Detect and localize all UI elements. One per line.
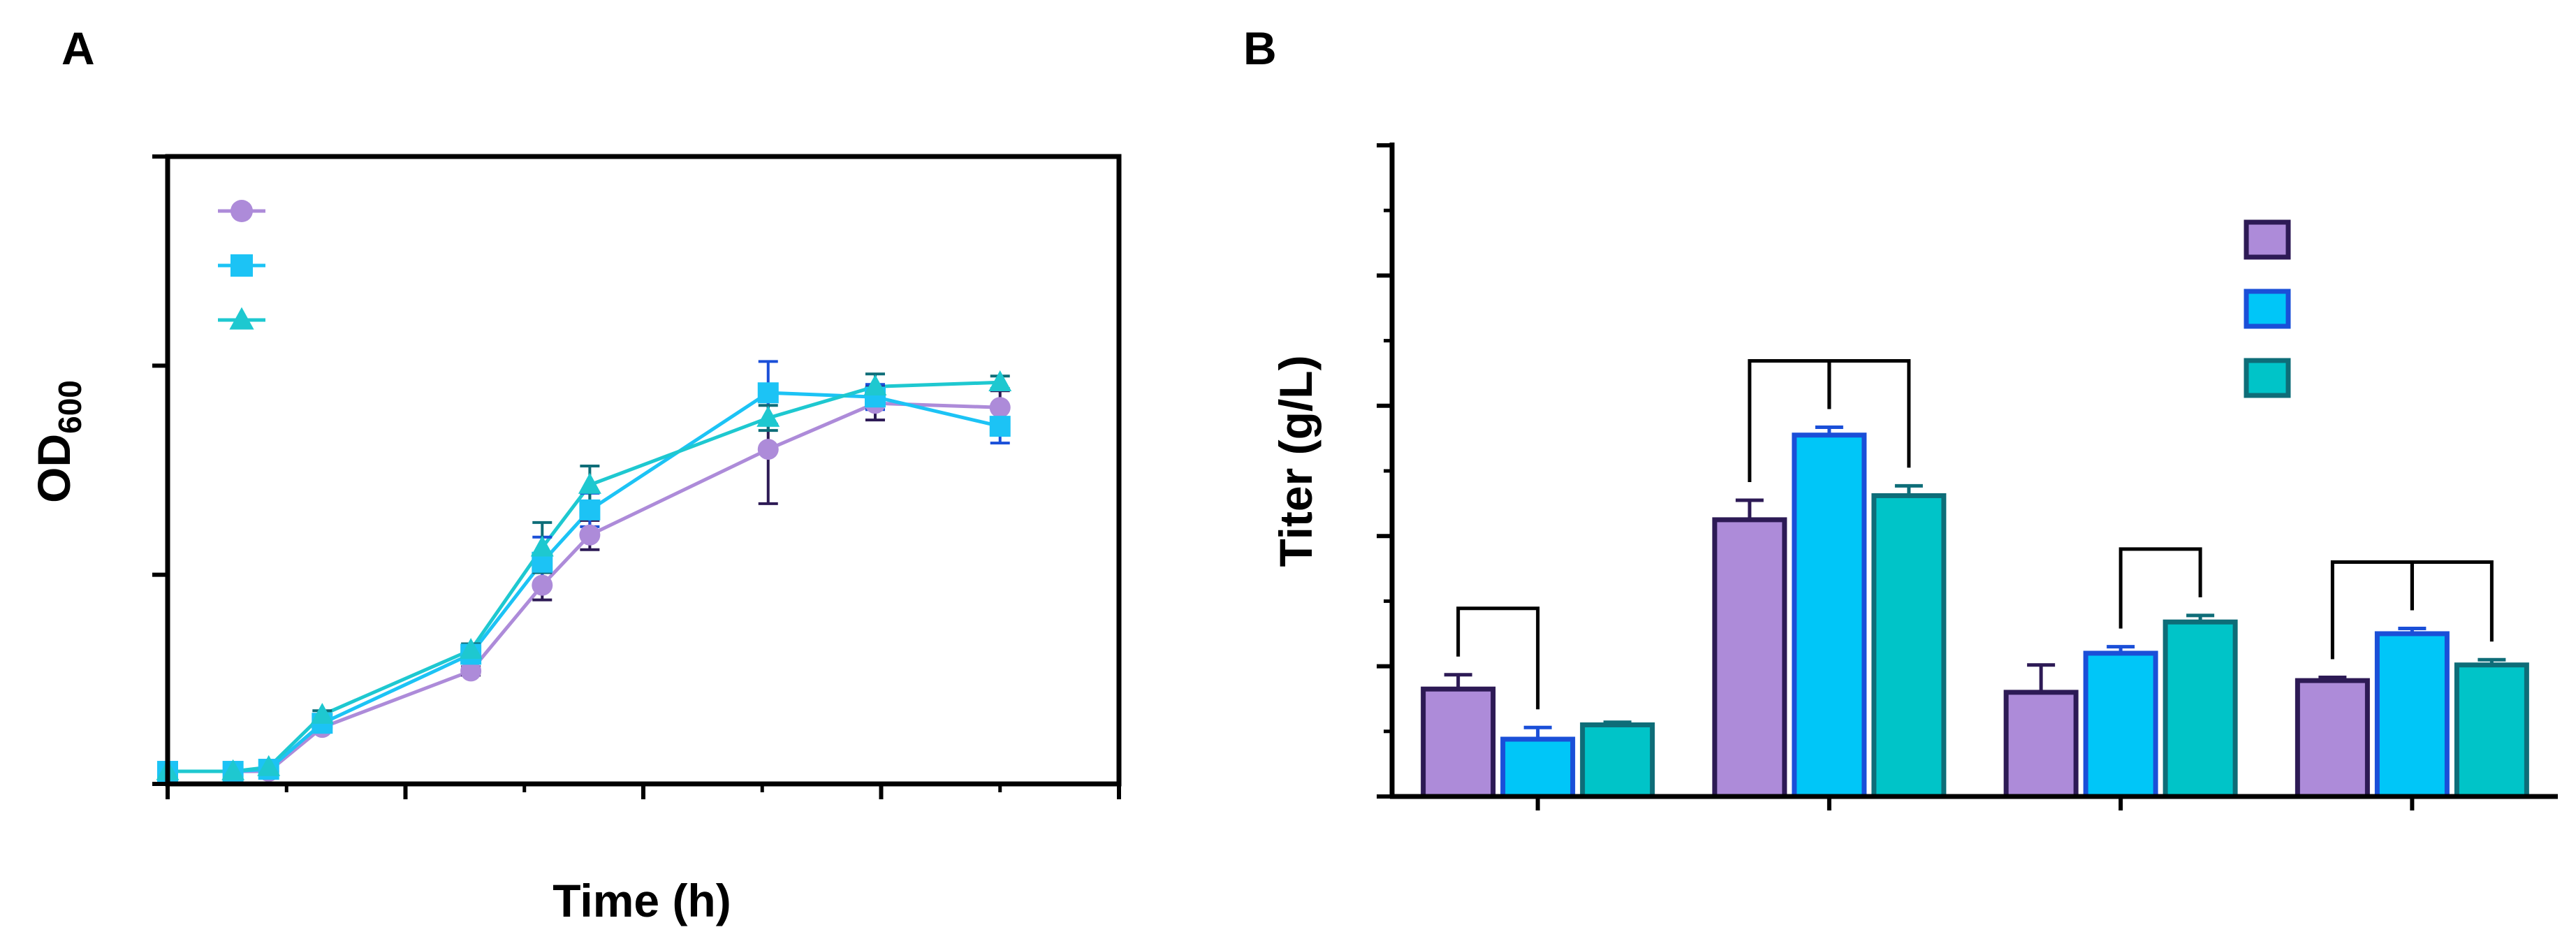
panel-label-a: A	[61, 22, 95, 74]
panel-label-b: B	[1243, 22, 1277, 74]
bar-0-2	[2003, 690, 2079, 799]
series-line-2	[168, 380, 1000, 773]
bar-1-0	[1500, 736, 1576, 799]
data-point-2-2	[257, 755, 281, 776]
significance-bracket-3	[2118, 547, 2202, 629]
b-legend-swatch-2	[2244, 358, 2291, 398]
a-y-axis-title: OD600	[28, 380, 88, 503]
bar-1-2	[2083, 650, 2158, 799]
a-y-axis-title-main: OD	[28, 434, 80, 503]
data-point-0-5	[532, 574, 553, 596]
bar-0-0	[1421, 686, 1496, 799]
a-plot-frame	[165, 154, 1122, 787]
bar-2-3	[2454, 662, 2529, 799]
bar-0-3	[2295, 678, 2370, 799]
data-point-0-9	[989, 397, 1011, 419]
series-line-0	[168, 401, 1000, 773]
significance-bracket-0	[1456, 606, 1540, 710]
data-point-0-7	[757, 439, 779, 460]
data-point-1-7	[757, 382, 779, 404]
data-point-2-3	[310, 702, 334, 724]
bar-0-1	[1712, 517, 1787, 799]
b-legend-swatch-1	[2244, 289, 2291, 329]
panel-b-bar-chart: Titer (g/L)	[1270, 143, 2558, 810]
a-legend-marker-1	[230, 254, 253, 277]
series-line-1	[168, 391, 1001, 773]
data-point-0-4	[460, 660, 482, 682]
bar-2-2	[2162, 619, 2238, 799]
a-x-axis-title: Time (h)	[552, 875, 731, 926]
a-legend-marker-0	[230, 200, 253, 222]
significance-bracket-5	[2410, 560, 2494, 642]
data-point-2-8	[863, 374, 887, 396]
bar-2-0	[1580, 722, 1655, 799]
a-legend-marker-2	[229, 307, 254, 330]
data-point-2-4	[459, 638, 483, 660]
data-point-0-6	[579, 524, 601, 546]
b-legend-swatch-0	[2244, 219, 2291, 260]
bar-2-1	[1871, 493, 1947, 799]
a-y-axis-title-subscript: 600	[52, 380, 88, 434]
bar-1-1	[1792, 432, 1867, 799]
data-point-2-6	[578, 472, 601, 494]
data-point-2-5	[530, 535, 554, 557]
data-point-2-1	[221, 759, 245, 780]
data-point-2-9	[988, 370, 1012, 392]
data-point-1-9	[989, 416, 1011, 437]
panel-a-line-chart: Time (h) OD600	[28, 154, 1122, 926]
bar-1-3	[2374, 631, 2450, 799]
significance-bracket-2	[1827, 359, 1911, 468]
data-point-2-7	[756, 405, 780, 427]
data-point-1-6	[579, 499, 601, 521]
b-y-axis-title: Titer (g/L)	[1270, 355, 1322, 567]
